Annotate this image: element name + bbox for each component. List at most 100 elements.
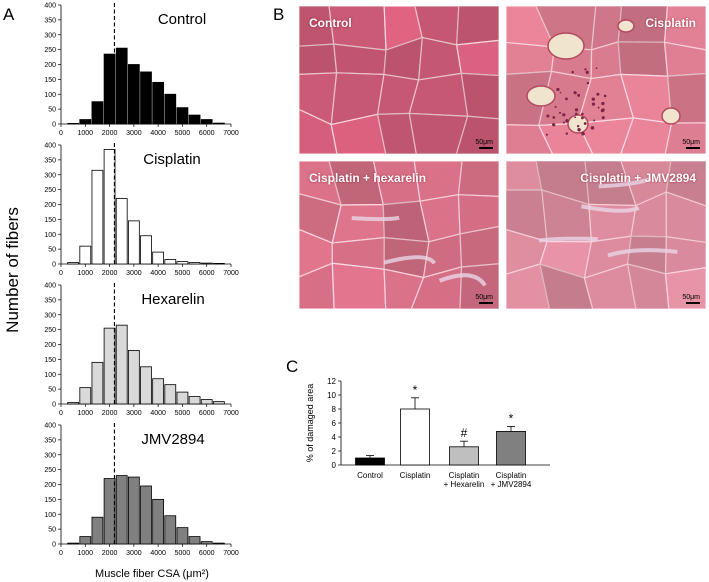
- y-tick-label: 100: [44, 92, 56, 99]
- infiltrate-cell: [581, 116, 584, 120]
- muscle-fiber: [665, 161, 706, 207]
- x-tick-label: 5000: [175, 550, 191, 557]
- muscle-fiber: [330, 113, 387, 154]
- x-tick-label: 2000: [102, 410, 118, 417]
- damage-bar-chart: 0 2 4 6 8 10 12 % of damaged area Control * Cispla…: [305, 377, 550, 489]
- histogram-bar: [79, 387, 92, 405]
- x-tick-label: 0: [59, 550, 63, 557]
- y-tick-label: 400: [44, 283, 56, 290]
- connective-tissue: [383, 255, 437, 265]
- micrograph-label: Cisplatin + JMV2894: [580, 171, 696, 185]
- infiltrate-cell: [584, 68, 587, 71]
- damaged-area: [617, 19, 635, 33]
- y-tick-label: 400: [44, 3, 56, 10]
- y-tick-label: 150: [44, 217, 56, 224]
- scale-bar-label: 50μm: [475, 139, 493, 146]
- infiltrate-cell: [574, 116, 577, 119]
- histogram-bar: [200, 399, 213, 405]
- histogram-title: Hexarelin: [141, 291, 204, 308]
- infiltrate-cell: [556, 87, 560, 92]
- y-tick-label: 0: [52, 402, 56, 409]
- infiltrate-cell: [576, 124, 580, 128]
- muscle-fiber: [506, 41, 556, 76]
- micrograph-control: Control 50μm: [299, 6, 499, 154]
- y-tick-label: 10: [327, 391, 336, 400]
- scale-bar: [479, 147, 493, 149]
- infiltrate-cell: [562, 121, 566, 124]
- x-tick-label: 2000: [102, 550, 118, 557]
- x-tick-label: 3000: [126, 550, 142, 557]
- infiltrate-cell: [593, 119, 596, 122]
- histogram-bar: [67, 123, 80, 125]
- tissue-image: [299, 161, 499, 309]
- y-tick-label: 150: [44, 497, 56, 504]
- tissue-image: [299, 6, 499, 154]
- y-tick-label: 400: [44, 143, 56, 150]
- damage-bar: [449, 446, 479, 466]
- damage-bar: [496, 430, 526, 466]
- histogram-bar: [176, 107, 189, 125]
- y-tick-label: 350: [44, 437, 56, 444]
- infiltrate-cell: [562, 113, 566, 117]
- muscle-fiber: [664, 122, 706, 154]
- scale-bar: [686, 302, 700, 304]
- histogram-bar: [212, 122, 225, 125]
- muscle-fiber: [617, 41, 669, 77]
- x-tick-label: 4000: [150, 410, 166, 417]
- y-tick-label: 300: [44, 32, 56, 39]
- category-label: Cisplatin: [400, 471, 431, 480]
- infiltrate-cell: [596, 92, 600, 96]
- x-tick-label: 7000: [223, 130, 239, 137]
- significance-marker: *: [509, 412, 514, 426]
- infiltrate-cell: [585, 70, 589, 74]
- histogram-bar: [164, 515, 177, 545]
- y-tick-label: 0: [52, 262, 56, 269]
- muscle-fiber: [457, 194, 499, 235]
- muscle-fiber: [418, 36, 463, 81]
- histogram-bar: [152, 81, 165, 125]
- y-tick-label: 200: [44, 62, 56, 69]
- histogram-bar: [140, 235, 152, 265]
- category-label: + JMV2894: [491, 480, 532, 489]
- infiltrate-cell: [583, 122, 587, 125]
- x-tick-label: 1000: [77, 410, 93, 417]
- y-tick-label: 200: [44, 202, 56, 209]
- histogram-bar: [140, 71, 152, 125]
- histogram-bar: [79, 536, 92, 545]
- histogram-bar: [176, 261, 189, 265]
- muscle-fiber: [583, 263, 637, 309]
- histogram-bar: [91, 516, 104, 545]
- x-tick-label: 5000: [175, 130, 191, 137]
- histogram-bar: [188, 114, 201, 125]
- muscle-fiber: [376, 112, 417, 154]
- muscle-fiber: [331, 262, 387, 309]
- histogram-bar: [79, 119, 92, 125]
- y-tick-label: 50: [48, 527, 56, 534]
- infiltrate-cell: [597, 106, 600, 109]
- infiltrate-cell: [546, 114, 550, 118]
- histogram-title: Cisplatin: [143, 151, 201, 168]
- category-label: Cisplatin: [496, 471, 527, 480]
- infiltrate-cell: [552, 123, 556, 127]
- infiltrate-cell: [603, 94, 607, 98]
- histogram-bar: [115, 198, 128, 265]
- micrograph-label: Cisplatin + hexarelin: [309, 171, 427, 185]
- x-tick-label: 4000: [150, 550, 166, 557]
- y-tick-label: 100: [44, 232, 56, 239]
- y-tick-label: 200: [44, 342, 56, 349]
- muscle-fiber: [664, 236, 706, 275]
- histogram-bar: [152, 498, 165, 545]
- histogram-bar: [176, 527, 189, 545]
- histogram-title: JMV2894: [141, 431, 204, 448]
- infiltrate-cell: [558, 111, 562, 114]
- x-tick-label: 0: [59, 270, 63, 277]
- histogram-bar: [103, 149, 116, 265]
- micrograph-label: Control: [309, 16, 352, 30]
- y-tick-label: 300: [44, 312, 56, 319]
- damage-bar: [400, 408, 430, 466]
- y-axis-label: % of damaged area: [305, 384, 315, 463]
